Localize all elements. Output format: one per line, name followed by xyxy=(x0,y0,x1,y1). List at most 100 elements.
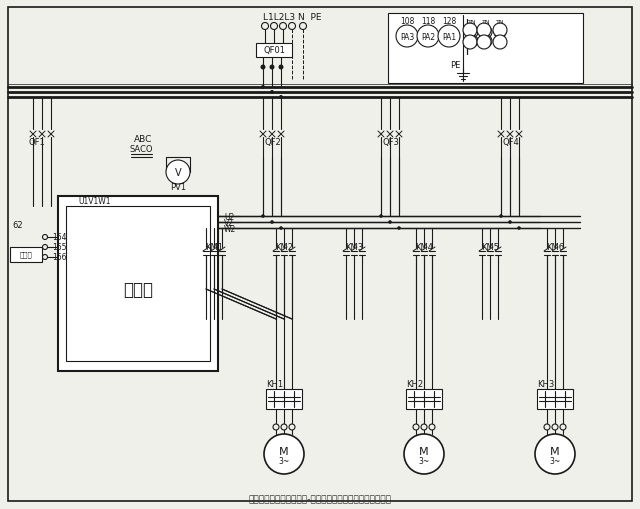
Circle shape xyxy=(463,36,477,50)
Text: 3~: 3~ xyxy=(419,457,429,466)
Text: 108: 108 xyxy=(400,16,414,25)
Circle shape xyxy=(508,221,512,224)
Circle shape xyxy=(289,23,296,31)
Text: PA3: PA3 xyxy=(400,33,414,41)
Circle shape xyxy=(494,27,506,39)
Circle shape xyxy=(271,23,278,31)
Circle shape xyxy=(517,227,521,231)
Circle shape xyxy=(278,65,284,70)
Text: U1V1W1: U1V1W1 xyxy=(79,196,111,205)
Text: V: V xyxy=(175,167,181,178)
Circle shape xyxy=(404,434,444,474)
Circle shape xyxy=(480,27,492,39)
Circle shape xyxy=(477,36,491,50)
Circle shape xyxy=(270,91,274,95)
Text: KM4: KM4 xyxy=(415,243,433,252)
Circle shape xyxy=(279,227,283,231)
Text: 62: 62 xyxy=(13,220,23,229)
Text: U2: U2 xyxy=(224,212,234,221)
Text: 3~: 3~ xyxy=(549,457,561,466)
Text: PE: PE xyxy=(450,62,460,70)
Text: 3~: 3~ xyxy=(278,457,290,466)
Circle shape xyxy=(166,161,190,185)
Circle shape xyxy=(260,65,266,70)
Circle shape xyxy=(269,65,275,70)
Circle shape xyxy=(463,24,477,38)
Text: KH1: KH1 xyxy=(266,380,283,389)
Text: 128: 128 xyxy=(442,16,456,25)
Text: QF2: QF2 xyxy=(264,138,281,147)
Circle shape xyxy=(466,36,478,48)
Circle shape xyxy=(493,24,507,38)
Circle shape xyxy=(413,424,419,430)
Circle shape xyxy=(544,424,550,430)
Text: 164: 164 xyxy=(52,233,67,242)
Text: M: M xyxy=(550,446,560,456)
Text: 165: 165 xyxy=(52,243,67,252)
Circle shape xyxy=(42,255,47,260)
Text: ABC: ABC xyxy=(134,135,152,144)
Circle shape xyxy=(261,215,265,218)
Text: 变频供水一拖三资料下载-变频器一拖多二次电气原理图设计: 变频供水一拖三资料下载-变频器一拖多二次电气原理图设计 xyxy=(248,495,392,503)
Circle shape xyxy=(429,424,435,430)
Text: QF01: QF01 xyxy=(263,46,285,55)
Circle shape xyxy=(417,26,439,48)
Circle shape xyxy=(261,86,265,90)
Circle shape xyxy=(494,36,506,48)
Bar xyxy=(388,14,583,84)
Circle shape xyxy=(466,27,478,39)
Circle shape xyxy=(280,23,287,31)
Circle shape xyxy=(279,96,283,100)
Text: QF4: QF4 xyxy=(502,138,519,147)
Text: W2: W2 xyxy=(224,224,236,233)
Text: PA2: PA2 xyxy=(421,33,435,41)
Circle shape xyxy=(477,24,491,38)
Text: TN: TN xyxy=(496,19,504,24)
Circle shape xyxy=(42,235,47,240)
Text: 变频器: 变频器 xyxy=(123,280,153,298)
Text: TN: TN xyxy=(482,19,490,24)
Circle shape xyxy=(281,424,287,430)
Bar xyxy=(406,389,442,409)
Bar xyxy=(266,389,302,409)
Text: KM6: KM6 xyxy=(546,243,564,252)
Circle shape xyxy=(421,424,427,430)
Text: L1L2L3 N  PE: L1L2L3 N PE xyxy=(263,13,321,21)
Bar xyxy=(537,389,573,409)
Circle shape xyxy=(388,221,392,224)
Text: KM5: KM5 xyxy=(481,243,499,252)
Bar xyxy=(256,44,292,58)
Circle shape xyxy=(300,23,307,31)
Circle shape xyxy=(438,26,460,48)
Circle shape xyxy=(560,424,566,430)
Text: KM2: KM2 xyxy=(275,243,293,252)
Circle shape xyxy=(380,215,383,218)
Text: PA1: PA1 xyxy=(442,33,456,41)
Text: QF1: QF1 xyxy=(28,138,45,147)
Text: QF3: QF3 xyxy=(382,138,399,147)
Circle shape xyxy=(273,424,279,430)
Circle shape xyxy=(397,227,401,231)
Text: V2: V2 xyxy=(224,218,234,227)
Text: 压力表: 压力表 xyxy=(20,251,33,258)
Circle shape xyxy=(552,424,558,430)
Circle shape xyxy=(535,434,575,474)
Text: KM1: KM1 xyxy=(205,243,223,252)
Circle shape xyxy=(262,23,269,31)
Text: M: M xyxy=(279,446,289,456)
Text: KH2: KH2 xyxy=(406,380,423,389)
Circle shape xyxy=(499,215,503,218)
Circle shape xyxy=(289,424,295,430)
Bar xyxy=(66,207,210,361)
Text: TN: TN xyxy=(468,19,476,24)
Text: PV1: PV1 xyxy=(170,182,186,191)
Text: M: M xyxy=(419,446,429,456)
Circle shape xyxy=(493,36,507,50)
Circle shape xyxy=(480,36,492,48)
Circle shape xyxy=(264,434,304,474)
Bar xyxy=(58,196,218,371)
Circle shape xyxy=(42,245,47,250)
Text: KH3: KH3 xyxy=(537,380,554,389)
Text: 118: 118 xyxy=(421,16,435,25)
Circle shape xyxy=(270,221,274,224)
